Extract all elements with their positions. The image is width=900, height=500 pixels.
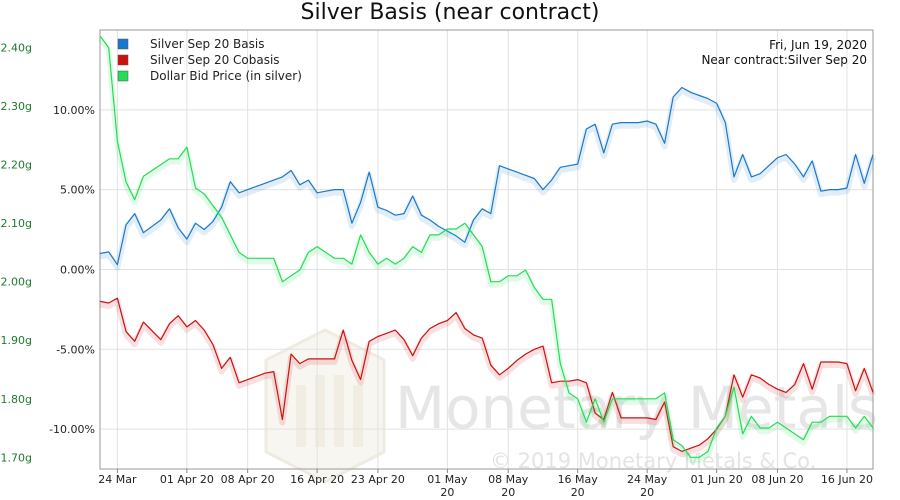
left-tick-label: 1.80g	[1, 393, 32, 406]
x-tick-label: 24 May	[627, 473, 668, 486]
chart-title: Silver Basis (near contract)	[301, 0, 600, 25]
right-tick-label: 0.00%	[60, 263, 95, 276]
series-shadow-0	[99, 87, 876, 271]
x-tick-label: 20	[440, 486, 454, 499]
legend-swatch	[117, 38, 129, 50]
series-line-1	[99, 297, 874, 452]
series-line-0	[99, 86, 874, 266]
x-tick-label: 20	[501, 486, 515, 499]
series-group	[97, 35, 876, 464]
series-shadow-1	[99, 298, 876, 458]
legend: Silver Sep 20 Basis Silver Sep 20 Cobasis…	[117, 37, 302, 83]
legend-label: Silver Sep 20 Basis	[150, 37, 264, 51]
left-tick-label: 1.90g	[1, 334, 32, 347]
left-tick-label: 2.40g	[1, 42, 32, 55]
legend-label: Dollar Bid Price (in silver)	[150, 69, 302, 83]
contract-annotation: Near contract:Silver Sep 20	[701, 53, 867, 67]
legend-swatch	[117, 70, 129, 82]
left-axis-ticks: 2.40g 2.30g 2.20g 2.10g 2.00g 1.90g 1.80g 1.70g	[1, 42, 32, 465]
right-tick-label: 5.00%	[60, 184, 95, 197]
legend-swatch	[117, 54, 129, 66]
watermark-brand: Monetary Metals	[395, 374, 878, 442]
series-line-2	[99, 35, 874, 458]
x-tick-label: 16 May	[558, 473, 599, 486]
x-tick-label: 16 Jun 20	[821, 473, 873, 486]
right-tick-label: -10.00%	[49, 423, 95, 436]
right-tick-label: 10.00%	[53, 104, 95, 117]
x-tick-label: 24 Mar	[98, 473, 137, 486]
x-tick-label: 08 Apr 20	[221, 473, 275, 486]
series-shadow-2	[97, 37, 876, 464]
watermark: Monetary Metals © 2019 Monetary Metals &…	[264, 328, 878, 484]
right-tick-label: -5.00%	[56, 343, 95, 356]
date-annotation: Fri, Jun 19, 2020	[769, 38, 867, 52]
x-tick-label: 16 Apr 20	[290, 473, 344, 486]
x-tick-label: 01 Jun 20	[691, 473, 743, 486]
grid	[100, 30, 873, 469]
left-tick-label: 1.70g	[1, 451, 32, 464]
x-tick-label: 20	[640, 486, 654, 499]
right-axis-ticks: 10.00% 5.00% 0.00% -5.00% -10.00%	[49, 104, 95, 436]
x-tick-label: 08 Jun 20	[751, 473, 803, 486]
x-tick-label: 01 Apr 20	[160, 473, 214, 486]
left-tick-label: 2.00g	[1, 276, 32, 289]
left-tick-label: 2.10g	[1, 217, 32, 230]
watermark-logo	[264, 328, 386, 484]
left-tick-label: 2.20g	[1, 159, 32, 172]
legend-label: Silver Sep 20 Cobasis	[150, 53, 280, 67]
x-tick-label: 23 Apr 20	[351, 473, 405, 486]
x-tick-label: 20	[571, 486, 585, 499]
left-tick-label: 2.30g	[1, 100, 32, 113]
x-tick-label: 01 May	[427, 473, 468, 486]
plot-area-frame	[99, 29, 874, 470]
x-tick-label: 08 May	[488, 473, 529, 486]
x-axis-ticks: 24 Mar 01 Apr 20 08 Apr 20 16 Apr 20 23 Apr …	[98, 469, 873, 499]
